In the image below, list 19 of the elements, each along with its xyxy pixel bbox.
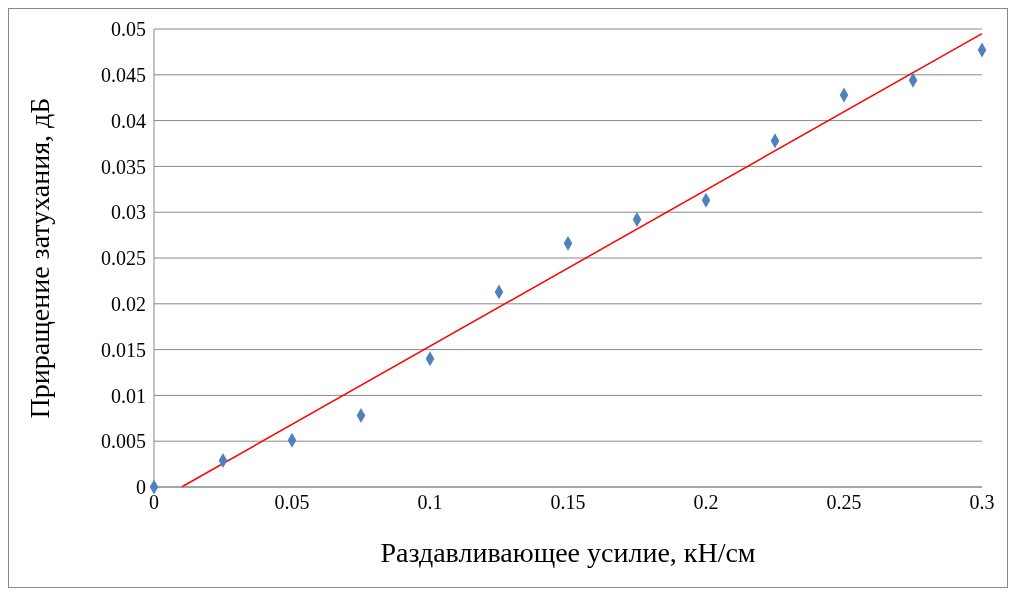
x-tick-label: 0.1 [417,491,443,514]
y-tick-label: 0 [136,476,146,499]
x-tick-label: 0.15 [550,491,586,514]
y-tick-label: 0.02 [111,292,146,315]
x-tick-label: 0.2 [693,491,719,514]
y-tick-label: 0.05 [111,18,146,41]
x-tick-label: 0.3 [969,491,995,514]
x-tick-label: 0.05 [274,491,310,514]
y-tick-label: 0.025 [101,247,146,270]
y-tick-label: 0.01 [111,384,146,407]
x-tick-label: 0.25 [826,491,862,514]
y-axis-title: Приращение затухания, дБ [23,97,55,419]
y-tick-label: 0.03 [111,201,146,224]
y-tick-label: 0.015 [101,338,146,361]
y-tick-label: 0.005 [101,430,146,453]
x-axis-title: Раздавливающее усилие, кН/см [380,537,756,568]
y-tick-label: 0.035 [101,155,146,178]
y-tick-label: 0.045 [101,63,146,86]
y-tick-label: 0.04 [111,109,146,132]
